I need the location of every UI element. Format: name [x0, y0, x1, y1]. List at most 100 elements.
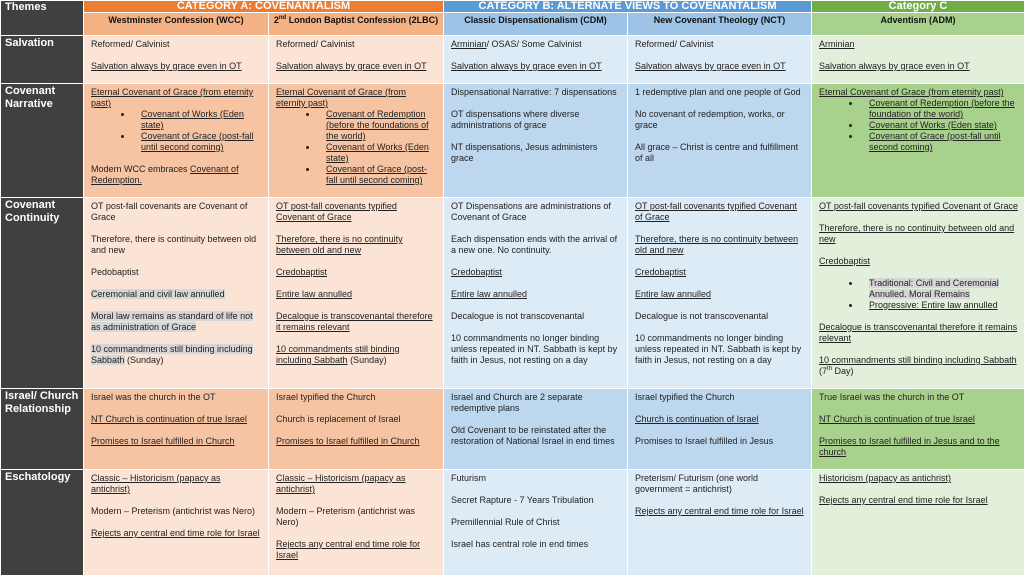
underlined-text: Covenant of Redemption (before the found…: [326, 109, 429, 141]
paragraph: Rejects any central end time role for Is…: [819, 495, 1018, 506]
underlined-text: Covenant of Grace (post-fall until secon…: [326, 164, 427, 185]
underlined-text: OT post-fall covenants typified Covenant…: [819, 201, 1018, 211]
cell-cdm: OT Dispensations are administrations of …: [444, 198, 628, 389]
underlined-text: Covenant of Works (Eden state): [326, 142, 429, 163]
bullet-list: Traditional: Civil and Ceremonial Annull…: [819, 278, 1018, 311]
underlined-text: Salvation always by grace even in OT: [819, 61, 970, 71]
text: Reformed/ Calvinist: [276, 39, 355, 49]
text: Dispensational Narrative: 7 dispensation…: [451, 87, 617, 97]
paragraph: Israel typified the Church: [635, 392, 805, 403]
text: Modern – Preterism (antichrist was Nero): [91, 506, 255, 516]
text: 1 redemptive plan and one people of God: [635, 87, 801, 97]
cell-adm: Arminian Salvation always by grace even i…: [812, 36, 1024, 84]
cell-nct: Preterism/ Futurism (one world governmen…: [628, 470, 812, 576]
cell-nct: Israel typified the Church Church is cont…: [628, 389, 812, 470]
underlined-text: Credobaptist: [451, 267, 502, 277]
text: Modern WCC embraces: [91, 164, 190, 174]
paragraph: 10 commandments still binding including …: [276, 344, 437, 366]
bullet-item: Covenant of Redemption (before the found…: [861, 98, 1018, 120]
paragraph: Arminian/ OSAS/ Some Calvinist: [451, 39, 621, 50]
paragraph: Credobaptist: [451, 267, 621, 278]
underlined-text: OT post-fall covenants typified Covenant…: [276, 201, 397, 222]
text: Israel typified the Church: [276, 392, 376, 402]
paragraph: Eternal Covenant of Grace (from eternity…: [91, 87, 262, 109]
paragraph: 1 redemptive plan and one people of God: [635, 87, 805, 98]
paragraph: Credobaptist: [276, 267, 437, 278]
text: Westminster Confession (WCC): [108, 15, 243, 25]
paragraph: Arminian: [819, 39, 1018, 50]
theme-label: Israel/ Church Relationship: [1, 389, 84, 470]
text: True Israel was the church in the OT: [819, 392, 964, 402]
paragraph: Church is continuation of Israel: [635, 414, 805, 425]
bullet-item: Traditional: Civil and Ceremonial Annull…: [861, 278, 1018, 300]
underlined-text: Promises to Israel fulfilled in Church: [91, 436, 235, 446]
column-header-row: Westminster Confession (WCC)2nd London B…: [1, 13, 1024, 36]
underlined-text: Covenant of Redemption (before the found…: [869, 98, 1015, 119]
bullet-item: Covenant of Works (Eden state): [133, 109, 262, 131]
paragraph: Salvation always by grace even in OT: [91, 61, 262, 72]
paragraph: Preterism/ Futurism (one world governmen…: [635, 473, 805, 495]
underlined-text: Salvation always by grace even in OT: [276, 61, 427, 71]
cell-wcc: Classic – Historicism (papacy as antichr…: [84, 470, 269, 576]
paragraph: Premillennial Rule of Christ: [451, 517, 621, 528]
underlined-text: Credobaptist: [819, 256, 870, 266]
theme-label: Salvation: [1, 36, 84, 84]
paragraph: Therefore, there is no continuity betwee…: [635, 234, 805, 256]
paragraph: Israel was the church in the OT: [91, 392, 262, 403]
paragraph: Israel and Church are 2 separate redempt…: [451, 392, 621, 414]
cell-adm: Eternal Covenant of Grace (from eternity…: [812, 84, 1024, 198]
theme-label: Covenant Continuity: [1, 198, 84, 389]
underlined-text: Decalogue is transcovenantal therefore i…: [276, 311, 433, 332]
text: All grace – Christ is centre and fulfill…: [635, 142, 798, 163]
paragraph: 10 commandments still binding including …: [819, 355, 1018, 377]
paragraph: Promises to Israel fulfilled in Church: [91, 436, 262, 447]
underlined-text: Rejects any central end time role for Is…: [635, 506, 804, 516]
category-a-header: CATEGORY A: COVENANTALISM: [84, 1, 444, 13]
highlighted-text: Traditional: Civil and Ceremonial Annull…: [869, 278, 999, 299]
paragraph: NT dispensations, Jesus administers grac…: [451, 142, 621, 164]
paragraph: All grace – Christ is centre and fulfill…: [635, 142, 805, 164]
table-row: Salvation Reformed/ Calvinist Salvation al…: [1, 36, 1024, 84]
underlined-text: Eternal Covenant of Grace (from eternity…: [276, 87, 406, 108]
paragraph: Decalogue is not transcovenantal: [451, 311, 621, 322]
paragraph: Reformed/ Calvinist: [635, 39, 805, 50]
text: / OSAS/ Some Calvinist: [487, 39, 582, 49]
underlined-text: Eternal Covenant of Grace (from eternity…: [91, 87, 253, 108]
paragraph: Entire law annulled: [635, 289, 805, 300]
paragraph: OT post-fall covenants are Covenant of G…: [91, 201, 262, 223]
text: Futurism: [451, 473, 486, 483]
paragraph: Ceremonial and civil law annulled: [91, 289, 262, 300]
paragraph: Therefore, there is no continuity betwee…: [819, 223, 1018, 245]
text: Preterism/ Futurism (one world governmen…: [635, 473, 758, 494]
paragraph: Israel typified the Church: [276, 392, 437, 403]
underlined-text: Credobaptist: [635, 267, 686, 277]
underlined-text: OT post-fall covenants typified Covenant…: [635, 201, 797, 222]
cell-2lbc: Eternal Covenant of Grace (from eternity…: [269, 84, 444, 198]
paragraph: Promises to Israel fulfilled in Jesus an…: [819, 436, 1018, 458]
text: Reformed/ Calvinist: [91, 39, 170, 49]
paragraph: Classic – Historicism (papacy as antichr…: [91, 473, 262, 495]
column-header-adm: Adventism (ADM): [812, 13, 1024, 36]
paragraph: NT Church is continuation of true Israel: [819, 414, 1018, 425]
paragraph: Reformed/ Calvinist: [276, 39, 437, 50]
cell-adm: True Israel was the church in the OT NT C…: [812, 389, 1024, 470]
paragraph: Dispensational Narrative: 7 dispensation…: [451, 87, 621, 98]
underlined-text: Covenant of Grace (post-fall until secon…: [141, 131, 254, 152]
text: Premillennial Rule of Christ: [451, 517, 560, 527]
underlined-text: Decalogue is transcovenantal therefore i…: [819, 322, 1017, 343]
paragraph: 10 commandments no longer binding unless…: [451, 333, 621, 366]
paragraph: Classic – Historicism (papacy as antichr…: [276, 473, 437, 495]
highlighted-text: 10 commandments still binding including …: [91, 344, 253, 365]
theme-label: Eschatology: [1, 470, 84, 576]
paragraph: OT dispensations where diverse administr…: [451, 109, 621, 131]
underlined-text: Salvation always by grace even in OT: [451, 61, 602, 71]
text: OT Dispensations are administrations of …: [451, 201, 611, 222]
cell-wcc: Reformed/ Calvinist Salvation always by g…: [84, 36, 269, 84]
underlined-text: 10 commandments still binding including …: [819, 355, 1017, 365]
underlined-text: Rejects any central end time role for Is…: [819, 495, 988, 505]
bullet-list: Covenant of Works (Eden state)Covenant o…: [91, 109, 262, 153]
text: Adventism (ADM): [881, 15, 956, 25]
category-b-header: CATEGORY B: ALTERNATE VIEWS TO COVENANTA…: [444, 1, 812, 13]
paragraph: Modern WCC embraces Covenant of Redempti…: [91, 164, 262, 186]
